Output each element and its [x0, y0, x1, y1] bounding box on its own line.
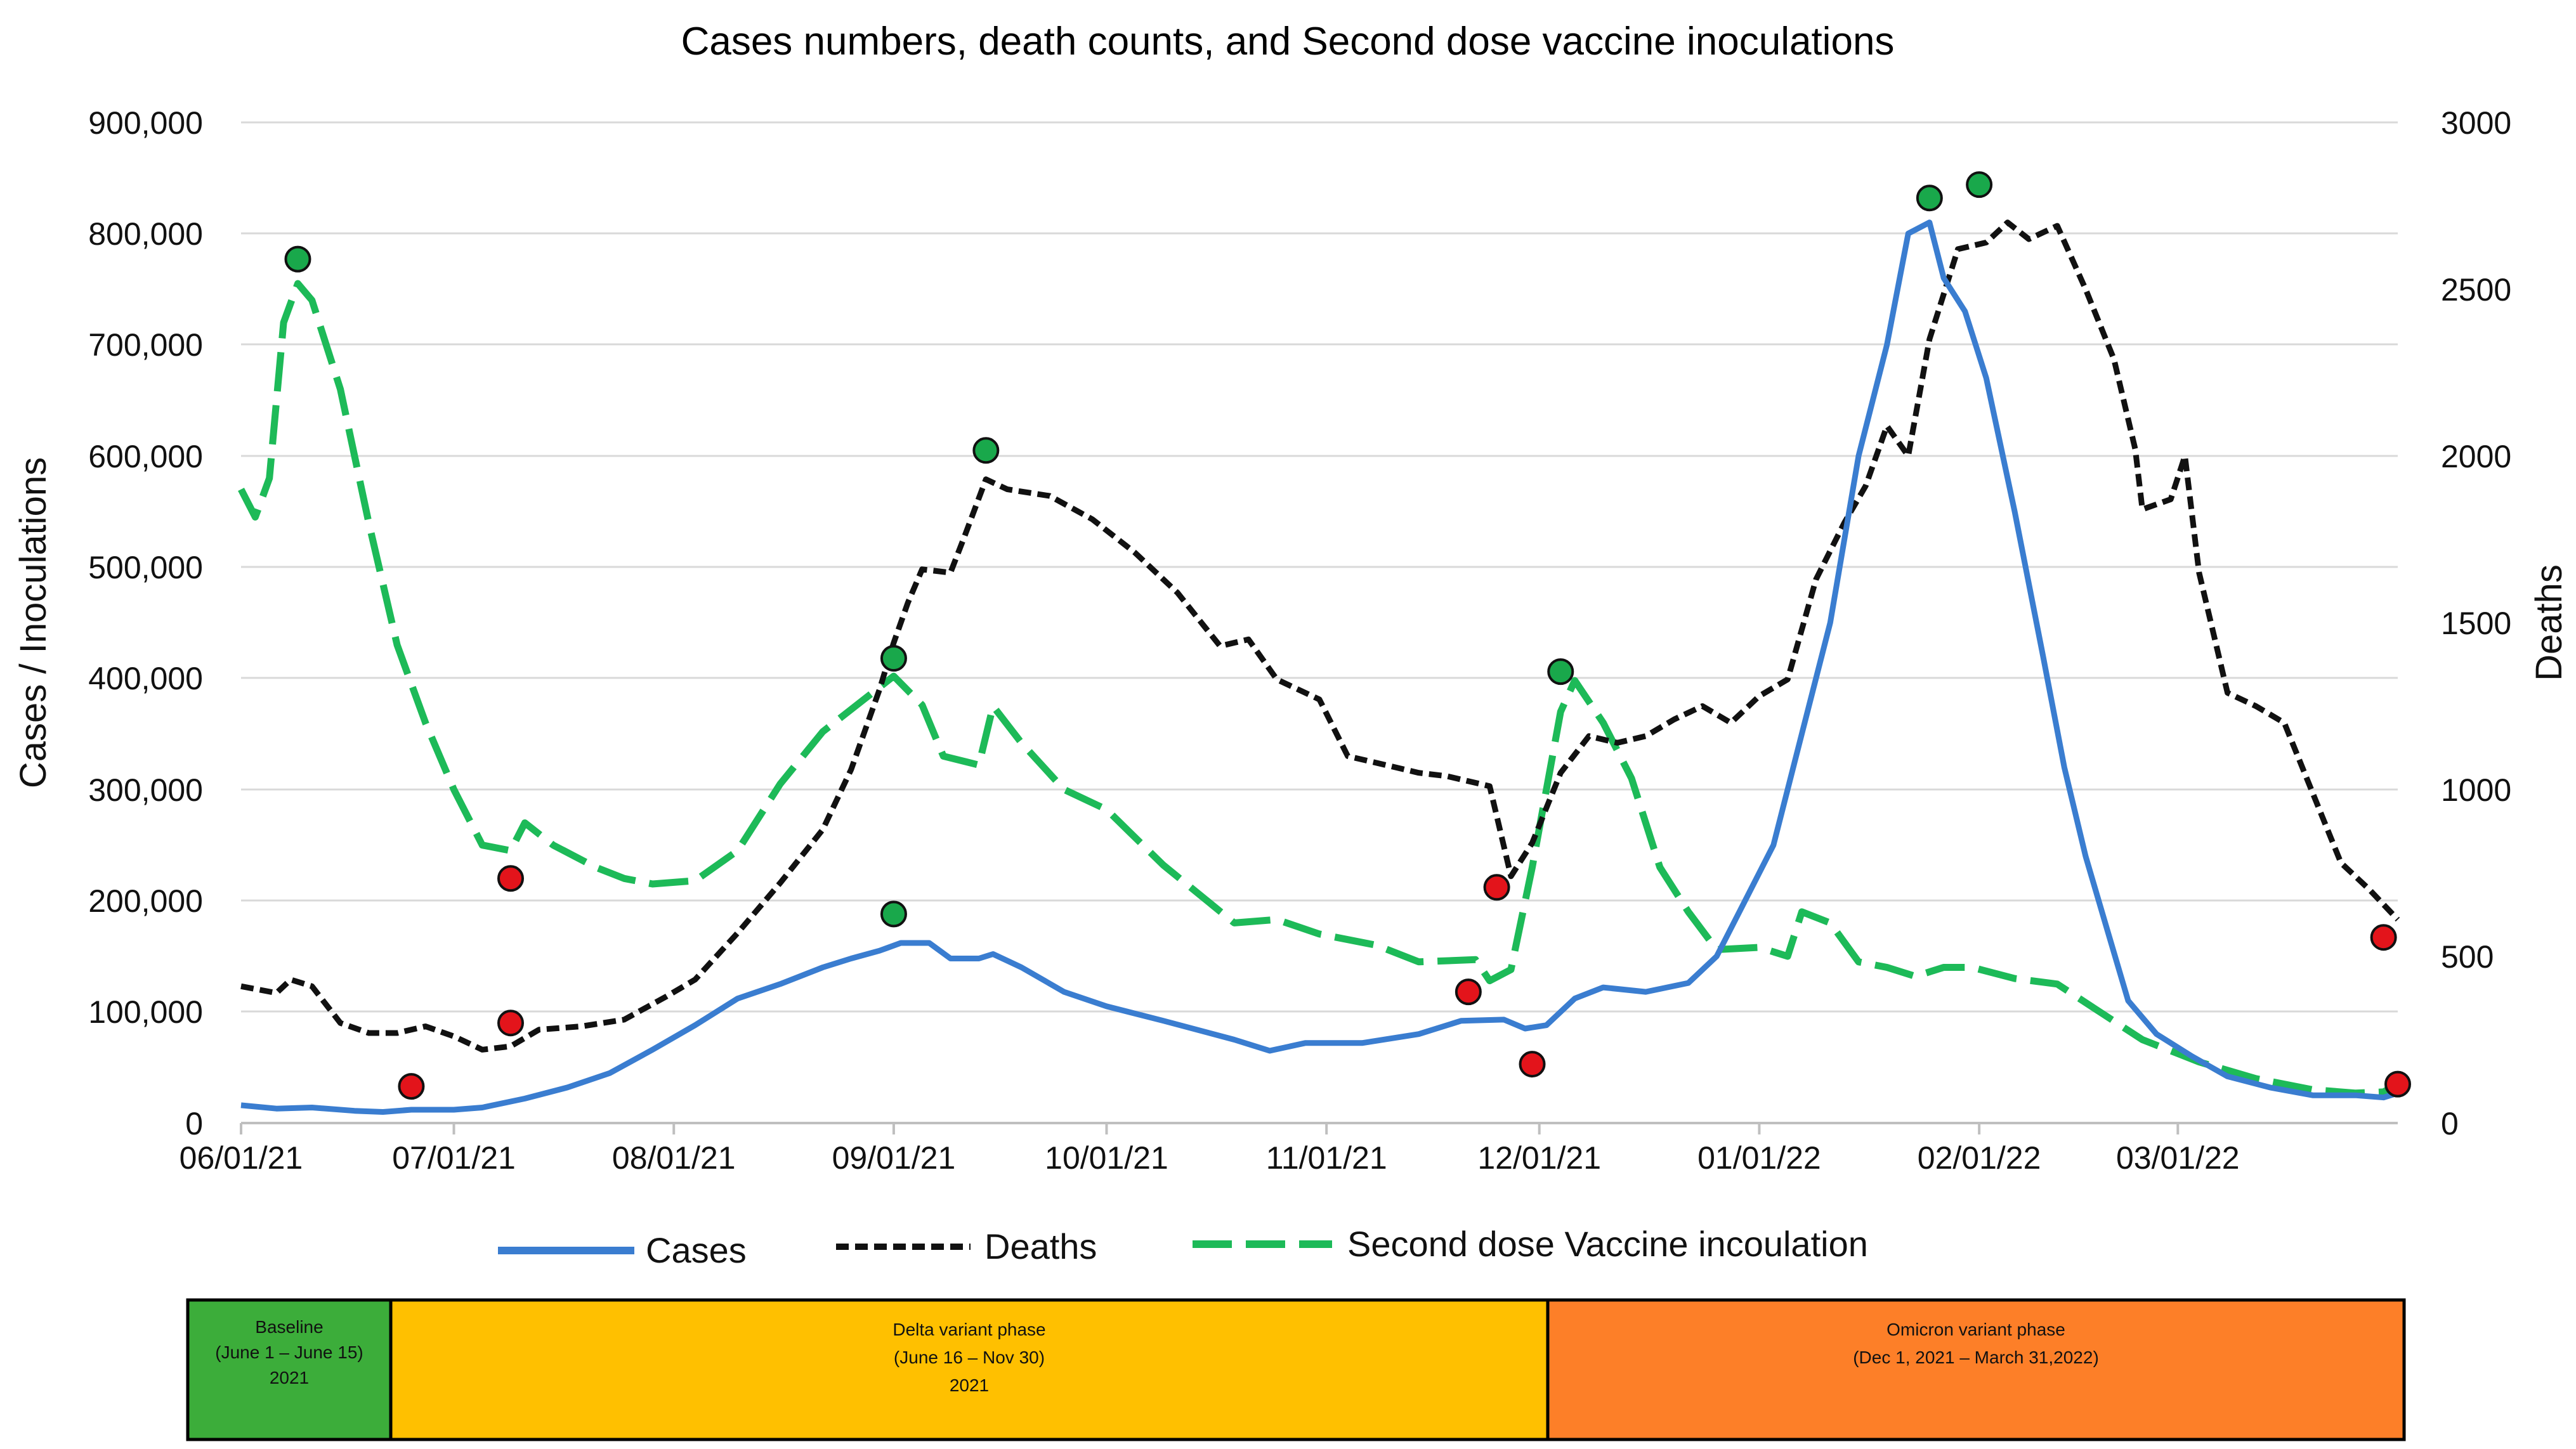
peak-marker	[972, 437, 1000, 464]
phase-omicron	[1546, 1298, 2406, 1441]
phase-omicron-name: Omicron variant phase	[1886, 1320, 2065, 1339]
peak-marker	[880, 900, 907, 928]
trough-marker	[497, 1010, 524, 1037]
peak-marker	[880, 645, 907, 672]
y2-tick-label: 1500	[2441, 606, 2511, 641]
phase-baseline	[186, 1298, 393, 1441]
x-tick-label: 10/01/21	[1045, 1140, 1168, 1176]
cases-line	[240, 219, 2399, 1115]
trough-marker	[2384, 1070, 2411, 1098]
legend-label-deaths: Deaths	[984, 1226, 1097, 1266]
phase-delta-range: (June 16 – Nov 30)	[894, 1348, 1045, 1367]
gridlines	[241, 121, 2398, 1013]
y-tick-label: 500,000	[88, 550, 203, 585]
y2-tick-label: 0	[2441, 1106, 2459, 1141]
phase-delta-name: Delta variant phase	[892, 1320, 1045, 1339]
peak-marker	[1916, 185, 1943, 212]
y-tick-label: 100,000	[88, 994, 203, 1030]
x-tick-label: 06/01/21	[180, 1140, 303, 1176]
marker-layer	[284, 171, 2411, 1100]
x-tick-label: 08/01/21	[612, 1140, 736, 1176]
x-axis: 06/01/21 07/01/21 08/01/21 09/01/21 10/01/21…	[180, 1123, 2240, 1176]
y2-axis-title: Deaths	[2528, 564, 2570, 681]
y-tick-label: 300,000	[88, 772, 203, 808]
chart-title: Cases numbers, death counts, and Second …	[681, 20, 1895, 63]
phase-baseline-name: Baseline	[255, 1317, 323, 1337]
phase-baseline-range: (June 1 – June 15)	[215, 1342, 363, 1362]
legend-label-cases: Cases	[646, 1230, 747, 1270]
deaths-line	[240, 219, 2400, 1053]
x-tick-label: 02/01/22	[1918, 1140, 2041, 1176]
y-tick-label: 400,000	[88, 661, 203, 696]
y-axis-right: 3000 2500 2000 1500 1000 500 0	[2441, 105, 2511, 1141]
y2-tick-label: 2500	[2441, 272, 2511, 308]
trough-marker	[2370, 924, 2397, 951]
y-axis-title: Cases / Inoculations	[13, 457, 54, 788]
trough-marker	[398, 1073, 425, 1100]
y-tick-label: 900,000	[88, 105, 203, 141]
phase-bar: Baseline (June 1 – June 15) 2021 Delta v…	[186, 1298, 2406, 1441]
x-tick-label: 07/01/21	[392, 1140, 516, 1176]
trough-marker	[497, 865, 524, 892]
y2-tick-label: 1000	[2441, 772, 2511, 808]
vaccine-line	[238, 280, 2400, 1097]
trough-marker	[1455, 978, 1482, 1006]
x-tick-label: 12/01/21	[1477, 1140, 1601, 1176]
series-layer	[238, 219, 2400, 1115]
y-tick-label: 700,000	[88, 327, 203, 363]
y2-tick-label: 500	[2441, 939, 2494, 975]
phase-delta-year: 2021	[950, 1375, 989, 1395]
y-tick-label: 0	[185, 1106, 203, 1141]
x-tick-label: 01/01/22	[1697, 1140, 1821, 1176]
y-tick-label: 800,000	[88, 216, 203, 252]
legend-label-vaccine: Second dose Vaccine incoulation	[1347, 1224, 1868, 1264]
y-tick-label: 200,000	[88, 883, 203, 919]
x-tick-label: 09/01/21	[832, 1140, 956, 1176]
trough-marker	[1519, 1051, 1546, 1078]
y2-tick-label: 2000	[2441, 439, 2511, 474]
y2-tick-label: 3000	[2441, 105, 2511, 141]
y-tick-label: 600,000	[88, 439, 203, 474]
legend: Cases Deaths Second dose Vaccine incoula…	[498, 1224, 1868, 1270]
peak-marker	[1547, 658, 1574, 686]
y-axis-left: 900,000 800,000 700,000 600,000 500,000 …	[88, 105, 203, 1141]
phase-omicron-range: (Dec 1, 2021 – March 31,2022)	[1853, 1348, 2099, 1367]
peak-marker	[1966, 171, 1993, 198]
trough-marker	[1483, 874, 1510, 901]
peak-marker	[284, 245, 311, 273]
x-tick-label: 03/01/22	[2116, 1140, 2240, 1176]
phase-baseline-year: 2021	[270, 1368, 309, 1387]
x-tick-label: 11/01/21	[1266, 1140, 1387, 1176]
